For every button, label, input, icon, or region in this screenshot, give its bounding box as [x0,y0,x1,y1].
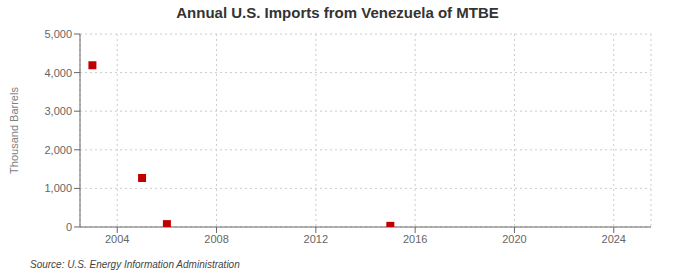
svg-text:2,000: 2,000 [44,144,72,156]
svg-text:2016: 2016 [403,233,427,245]
html-text:Source: U.S. Energy Informatio: Source: U.S. Energy Information Administ… [30,259,240,270]
svg-text:1,000: 1,000 [44,182,72,194]
svg-text:0: 0 [66,221,72,233]
svg-text:2004: 2004 [105,233,129,245]
svg-text:2020: 2020 [502,233,526,245]
svg-text:4,000: 4,000 [44,67,72,79]
svg-text:2008: 2008 [204,233,228,245]
svg-text:2024: 2024 [602,233,626,245]
svg-text:3,000: 3,000 [44,105,72,117]
svg-text:2012: 2012 [304,233,328,245]
html-text:Annual U.S. Imports from Venez: Annual U.S. Imports from Venezuela of MT… [176,4,499,21]
svg-text:Thousand Barrels: Thousand Barrels [8,87,20,174]
svg-text:5,000: 5,000 [44,28,72,40]
